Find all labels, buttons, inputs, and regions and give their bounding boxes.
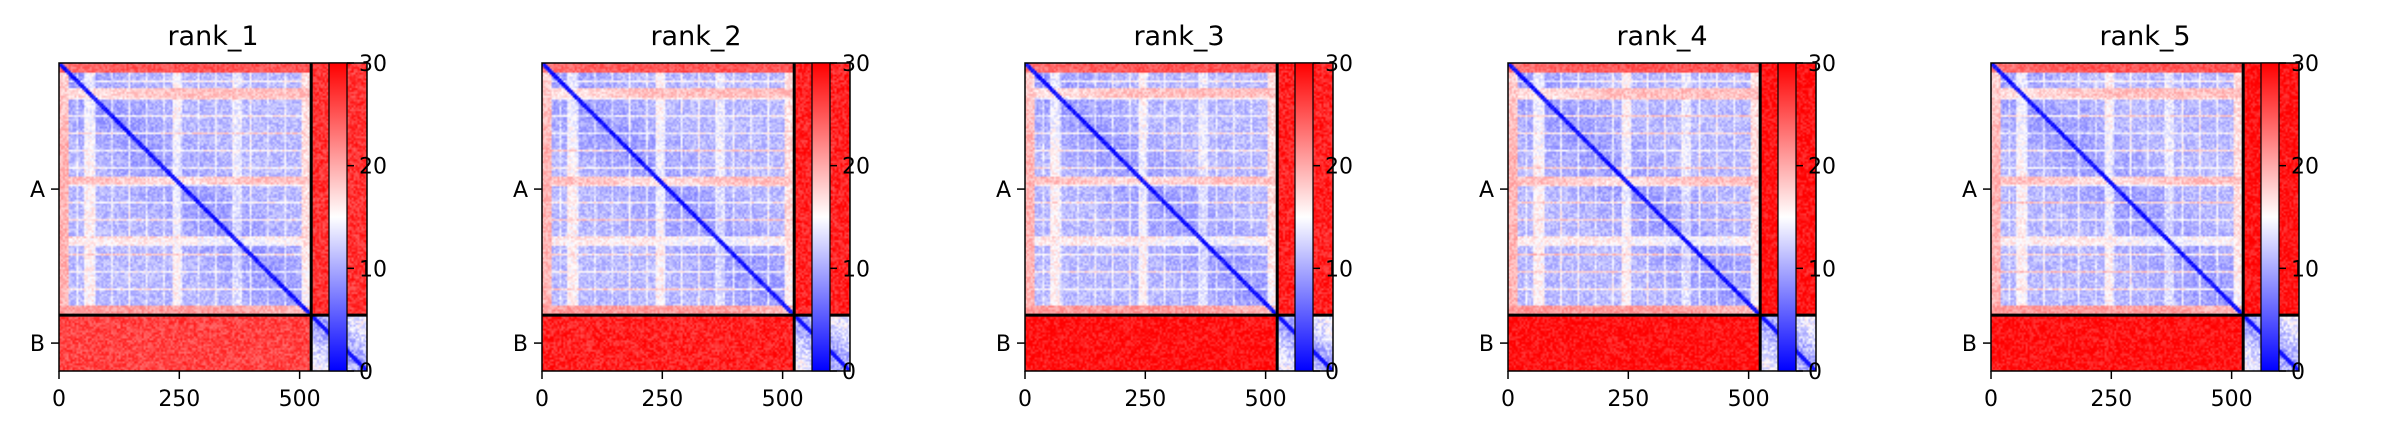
pae-heatmap xyxy=(542,63,850,371)
y-tick-label: A xyxy=(30,178,45,203)
y-tick-label: A xyxy=(1962,178,1977,203)
panel-title: rank_4 xyxy=(1616,21,1707,52)
colorbar xyxy=(2260,62,2280,372)
colorbar-tick-label: 10 xyxy=(842,257,870,282)
panel-title: rank_1 xyxy=(167,21,258,52)
colorbar-tick-label: 10 xyxy=(2291,257,2319,282)
colorbar xyxy=(811,62,831,372)
y-tick-label: B xyxy=(1479,332,1494,357)
colorbar-tick-label: 0 xyxy=(1325,360,1339,385)
colorbar-tick-label: 30 xyxy=(2291,52,2319,77)
panel-title: rank_5 xyxy=(2099,21,2190,52)
x-tick-label: 500 xyxy=(762,387,804,412)
x-tick-label: 0 xyxy=(52,387,66,412)
x-tick-label: 500 xyxy=(1728,387,1770,412)
colorbar-tick-label: 20 xyxy=(359,155,387,180)
colorbar-tick-label: 20 xyxy=(1325,155,1353,180)
x-tick-label: 250 xyxy=(1607,387,1649,412)
panel-title: rank_2 xyxy=(650,21,741,52)
panel-title: rank_3 xyxy=(1133,21,1224,52)
colorbar xyxy=(1777,62,1797,372)
y-tick-label: B xyxy=(513,332,528,357)
x-tick-label: 250 xyxy=(158,387,200,412)
x-tick-label: 250 xyxy=(1124,387,1166,412)
pae-panel-rank_2: rank_2 A B 0 250 500 0 10 20 30 xyxy=(513,21,870,412)
y-tick-label: B xyxy=(996,332,1011,357)
colorbar xyxy=(1294,62,1314,372)
colorbar-tick-label: 0 xyxy=(1808,360,1822,385)
pae-heatmap xyxy=(59,63,367,371)
x-tick-label: 0 xyxy=(1501,387,1515,412)
pae-heatmap xyxy=(1025,63,1333,371)
pae-panel-rank_3: rank_3 A B 0 250 500 0 10 20 30 xyxy=(996,21,1353,412)
colorbar-tick-label: 0 xyxy=(2291,360,2305,385)
plot-frame xyxy=(1990,62,2300,372)
colorbar-tick-label: 30 xyxy=(1808,52,1836,77)
colorbar-tick-label: 20 xyxy=(2291,155,2319,180)
plot-frame xyxy=(1024,62,1334,372)
colorbar-tick-label: 0 xyxy=(842,360,856,385)
colorbar-tick-label: 20 xyxy=(842,155,870,180)
plot-frame xyxy=(1507,62,1817,372)
colorbar-tick-label: 10 xyxy=(1325,257,1353,282)
colorbar xyxy=(328,62,348,372)
colorbar-tick-label: 30 xyxy=(1325,52,1353,77)
y-tick-label: A xyxy=(513,178,528,203)
y-tick-label: A xyxy=(1479,178,1494,203)
plot-frame xyxy=(58,62,368,372)
x-tick-label: 0 xyxy=(1018,387,1032,412)
y-tick-label: B xyxy=(1962,332,1977,357)
colorbar-tick-label: 10 xyxy=(1808,257,1836,282)
x-tick-label: 0 xyxy=(1984,387,1998,412)
pae-heatmap xyxy=(1508,63,1816,371)
colorbar-tick-label: 20 xyxy=(1808,155,1836,180)
pae-panel-rank_1: rank_1 A B 0 250 500 0 10 20 30 xyxy=(30,21,387,412)
x-tick-label: 500 xyxy=(2211,387,2253,412)
x-tick-label: 250 xyxy=(2090,387,2132,412)
colorbar-tick-label: 30 xyxy=(359,52,387,77)
plot-frame xyxy=(541,62,851,372)
pae-panel-rank_5: rank_5 A B 0 250 500 0 10 20 30 xyxy=(1962,21,2319,412)
x-tick-label: 0 xyxy=(535,387,549,412)
colorbar-tick-label: 30 xyxy=(842,52,870,77)
x-tick-label: 250 xyxy=(641,387,683,412)
x-tick-label: 500 xyxy=(279,387,321,412)
y-tick-label: A xyxy=(996,178,1011,203)
y-tick-label: B xyxy=(30,332,45,357)
pae-heatmap xyxy=(1991,63,2299,371)
x-tick-label: 500 xyxy=(1245,387,1287,412)
pae-panel-rank_4: rank_4 A B 0 250 500 0 10 20 30 xyxy=(1479,21,1836,412)
colorbar-tick-label: 0 xyxy=(359,360,373,385)
colorbar-tick-label: 10 xyxy=(359,257,387,282)
